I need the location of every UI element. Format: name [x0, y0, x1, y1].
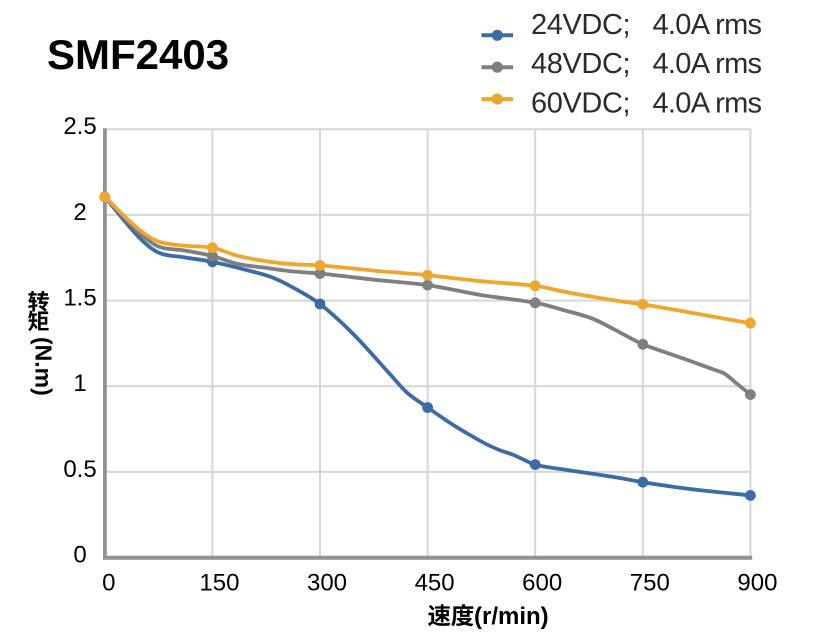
svg-text:450: 450	[415, 569, 455, 596]
svg-text:SMF2403: SMF2403	[47, 31, 229, 78]
svg-text:600: 600	[522, 569, 562, 596]
svg-text:4.0A rms: 4.0A rms	[653, 9, 762, 41]
svg-text:4.0A rms: 4.0A rms	[653, 48, 762, 80]
svg-text:(r/min): (r/min)	[474, 603, 549, 630]
svg-text:2.5: 2.5	[63, 113, 96, 140]
svg-text:0.5: 0.5	[63, 456, 96, 483]
svg-text:48VDC;: 48VDC;	[531, 48, 630, 80]
svg-text:150: 150	[199, 569, 239, 596]
svg-text:900: 900	[737, 569, 777, 596]
svg-text:0: 0	[73, 542, 86, 569]
svg-text:300: 300	[307, 569, 347, 596]
svg-text:60VDC;: 60VDC;	[531, 87, 630, 119]
svg-text:0: 0	[102, 569, 115, 596]
svg-text:24VDC;: 24VDC;	[531, 9, 630, 41]
svg-text:4.0A rms: 4.0A rms	[653, 87, 762, 119]
svg-text:1: 1	[73, 370, 86, 397]
svg-text:(N.m): (N.m)	[31, 337, 57, 396]
svg-text:750: 750	[630, 569, 670, 596]
svg-text:1.5: 1.5	[63, 285, 96, 312]
svg-text:2: 2	[73, 199, 86, 226]
